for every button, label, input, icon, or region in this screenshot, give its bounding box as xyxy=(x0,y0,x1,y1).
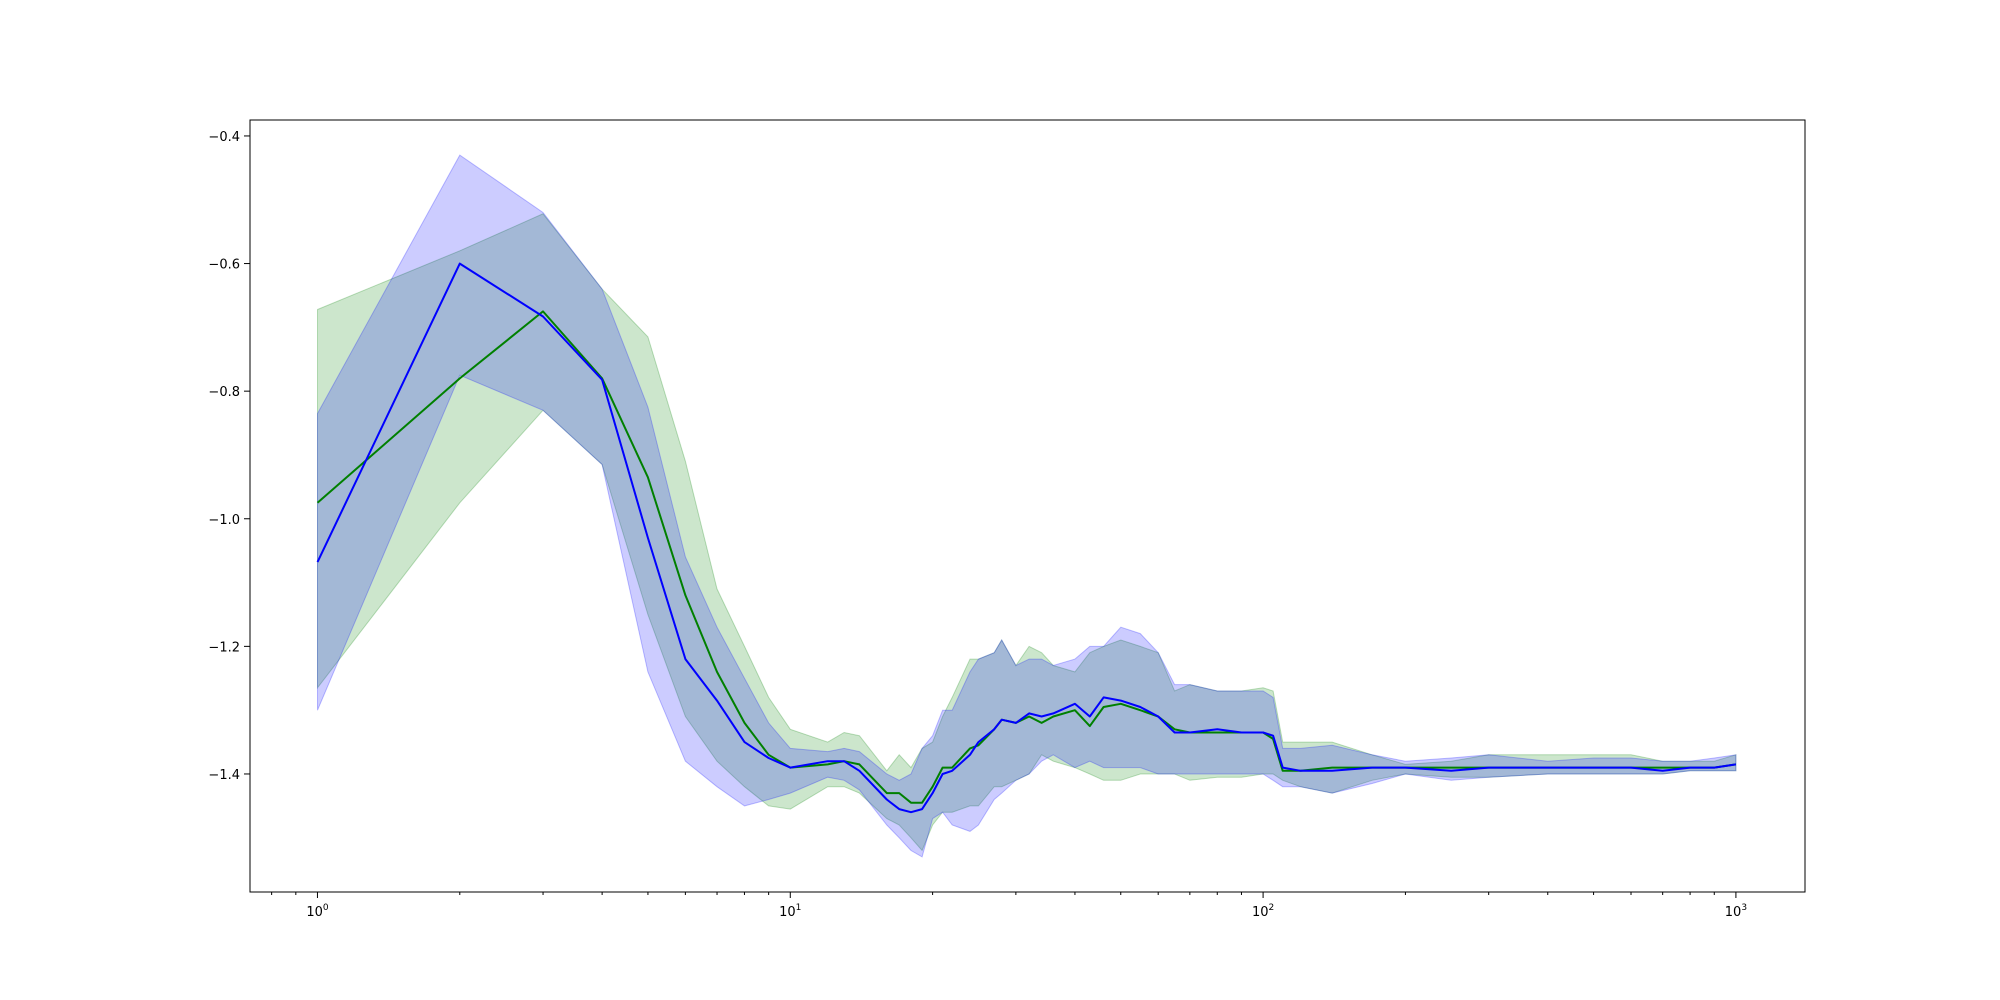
y-tick-label: −1.0 xyxy=(208,513,240,528)
x-axis: 100 101 102 103 xyxy=(271,892,1747,920)
series-2-band xyxy=(317,154,1737,858)
x-tick-label: 101 xyxy=(779,903,801,920)
x-tick-label: 102 xyxy=(1252,903,1274,920)
x-tick-label: 100 xyxy=(306,903,329,920)
y-tick-label: −1.4 xyxy=(208,768,240,783)
y-axis: −0.4 −0.6 −0.8 −1.0 −1.2 −1.4 xyxy=(208,130,250,783)
y-tick-label: −1.2 xyxy=(208,640,240,655)
plot-area-frame xyxy=(249,119,1806,893)
y-tick-label: −0.8 xyxy=(208,385,240,400)
y-tick-label: −0.4 xyxy=(208,130,240,145)
series-1-band xyxy=(317,213,1737,852)
confidence-bands xyxy=(317,154,1737,858)
series-2-line xyxy=(316,262,1737,814)
y-tick-label: −0.6 xyxy=(208,258,240,273)
x-tick-label: 103 xyxy=(1725,903,1747,920)
series-lines xyxy=(316,262,1737,814)
